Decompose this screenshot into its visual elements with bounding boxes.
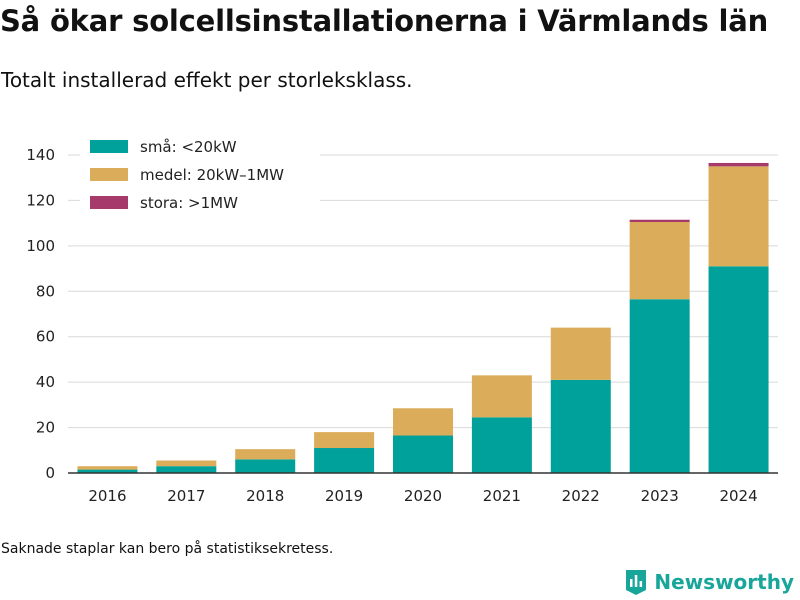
y-tick-label: 100 bbox=[26, 237, 55, 255]
chart-subtitle: Totalt installerad effekt per storlekskl… bbox=[1, 68, 413, 92]
x-tick-label: 2019 bbox=[325, 487, 363, 505]
legend-label: små: <20kW bbox=[140, 138, 237, 156]
bar-segment-medium bbox=[550, 327, 611, 380]
x-tick-label: 2022 bbox=[562, 487, 600, 505]
bar-segment-small bbox=[314, 448, 375, 473]
bar-segment-small bbox=[77, 469, 138, 473]
bar-segment-small bbox=[156, 466, 217, 473]
legend-swatch bbox=[90, 196, 128, 209]
legend-swatch bbox=[90, 140, 128, 153]
bar-segment-small bbox=[393, 435, 453, 473]
x-tick-label: 2021 bbox=[483, 487, 521, 505]
bar-segment-medium bbox=[156, 460, 217, 467]
y-tick-label: 120 bbox=[26, 191, 55, 209]
y-tick-label: 40 bbox=[36, 373, 55, 391]
x-tick-label: 2023 bbox=[641, 487, 679, 505]
legend-swatch bbox=[90, 168, 128, 181]
bar-segment-large bbox=[629, 219, 690, 223]
x-tick-label: 2024 bbox=[719, 487, 757, 505]
legend-label: medel: 20kW–1MW bbox=[140, 166, 284, 184]
bar-segment-small bbox=[235, 459, 296, 473]
bar-segment-small bbox=[708, 266, 769, 473]
brand-name: Newsworthy bbox=[654, 570, 794, 594]
bar-segment-medium bbox=[708, 166, 769, 267]
x-tick-label: 2020 bbox=[404, 487, 442, 505]
x-tick-label: 2016 bbox=[88, 487, 126, 505]
bar-segment-medium bbox=[235, 449, 296, 460]
x-tick-label: 2017 bbox=[167, 487, 205, 505]
bar-segment-medium bbox=[393, 408, 453, 436]
y-tick-label: 0 bbox=[45, 464, 55, 482]
bar-segment-large bbox=[708, 162, 769, 167]
footnote: Saknade staplar kan bero på statistiksek… bbox=[1, 541, 334, 557]
y-tick-label: 60 bbox=[36, 328, 55, 346]
y-tick-label: 80 bbox=[36, 282, 55, 300]
bar-segment-medium bbox=[471, 375, 532, 418]
y-tick-label: 20 bbox=[36, 419, 55, 437]
bar-segment-small bbox=[629, 299, 690, 473]
bar-segment-medium bbox=[629, 222, 690, 300]
newsworthy-logo-icon bbox=[626, 570, 647, 595]
chart-title: Så ökar solcellsinstallationerna i Värml… bbox=[0, 4, 769, 38]
bar-segment-small bbox=[550, 379, 611, 473]
y-tick-label: 140 bbox=[26, 146, 55, 164]
legend-label: stora: >1MW bbox=[140, 194, 238, 212]
bar-segment-medium bbox=[314, 432, 375, 449]
bar-segment-medium bbox=[77, 466, 138, 470]
bar-segment-small bbox=[471, 417, 532, 473]
brand: Newsworthy bbox=[624, 568, 794, 596]
x-tick-label: 2018 bbox=[246, 487, 284, 505]
